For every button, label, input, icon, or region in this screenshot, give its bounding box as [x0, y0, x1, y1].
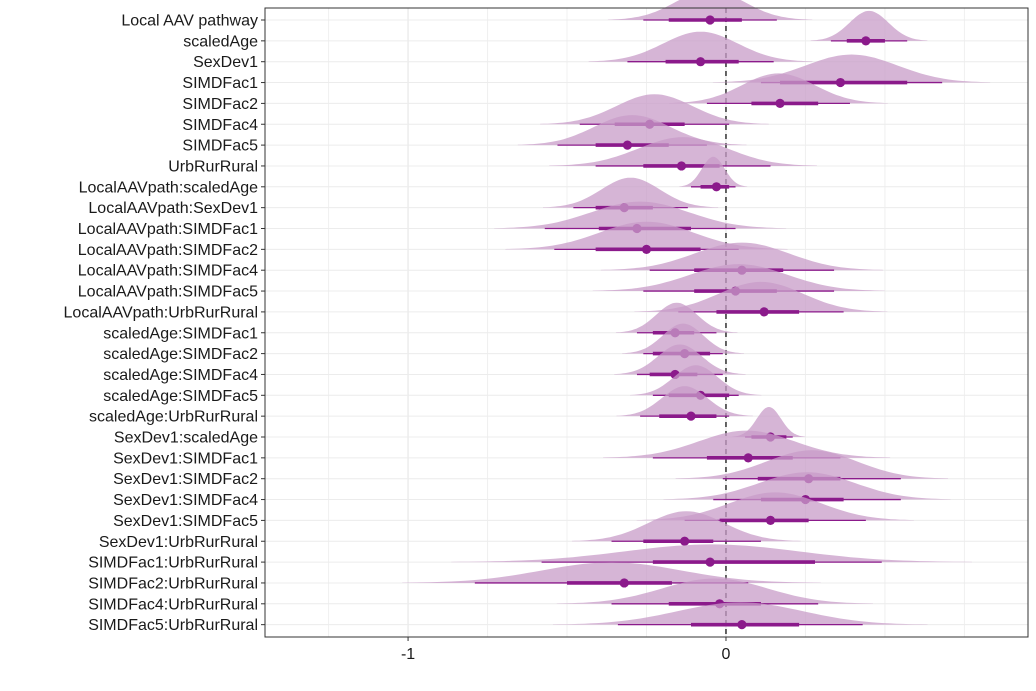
ridge-row	[679, 156, 748, 192]
density-ridge	[505, 221, 788, 250]
y-tick-label: SexDev1:UrbRurRural	[99, 534, 258, 551]
ridge-row	[810, 10, 928, 46]
y-tick-label: SIMDFac4:UrbRurRural	[88, 596, 258, 613]
y-axis-labels: Local AAV pathway scaledAge SexDev1 SIMDFac…	[64, 13, 265, 634]
density-ridge	[494, 201, 787, 229]
median-point	[759, 307, 769, 317]
y-tick-label: Local AAV pathway	[121, 13, 258, 30]
x-tick-label: 0	[722, 646, 731, 663]
y-tick-label: SIMDFac1:UrbRurRural	[88, 555, 258, 572]
density-ridge	[616, 386, 753, 417]
y-tick-label: LocalAAVpath:SexDev1	[88, 200, 258, 217]
ridge-row	[668, 73, 888, 108]
density-ridge	[588, 31, 813, 62]
median-point	[641, 244, 652, 254]
y-tick-label: UrbRurRural	[168, 158, 258, 175]
density-ridge	[630, 365, 762, 396]
density-ridge	[451, 544, 973, 563]
density-ridge	[549, 137, 817, 166]
density-ridge	[543, 177, 719, 208]
ridge-row	[451, 544, 973, 567]
x-tick-label: -1	[401, 646, 415, 663]
y-tick-label: SIMDFac1	[182, 75, 258, 92]
y-tick-label: SexDev1:SIMDFac4	[113, 492, 258, 509]
y-tick-label: LocalAAVpath:SIMDFac5	[78, 284, 258, 301]
y-tick-label: scaledAge	[183, 33, 258, 50]
y-tick-label: SexDev1:SIMDFac2	[113, 471, 258, 488]
y-tick-label: SexDev1:SIMDFac5	[113, 513, 258, 530]
panel-border	[264, 7, 1029, 638]
density-ridge	[600, 242, 883, 271]
median-point	[765, 515, 776, 526]
density-ridge	[679, 156, 748, 187]
y-tick-label: SIMDFac5	[182, 138, 258, 155]
median-point	[861, 36, 871, 46]
median-point	[705, 15, 715, 25]
y-tick-label: LocalAAVpath:UrbRurRural	[64, 304, 258, 321]
density-ridge	[552, 602, 928, 625]
density-ridge	[636, 492, 914, 521]
median-point	[711, 182, 722, 192]
median-point	[680, 536, 690, 546]
y-tick-label: SIMDFac2:UrbRurRural	[88, 575, 258, 592]
density-ridge	[668, 73, 888, 104]
median-point	[743, 453, 753, 463]
y-tick-label: scaledAge:UrbRurRural	[89, 409, 258, 426]
ridge-row	[636, 492, 914, 526]
density-ridge	[810, 10, 928, 41]
ridge-row	[634, 281, 888, 317]
density-ridge	[675, 450, 949, 479]
density-ridge	[732, 407, 806, 437]
density-ridge	[607, 0, 813, 20]
ridge-row	[552, 602, 928, 630]
median-point	[622, 140, 633, 150]
y-tick-label: SIMDFac2	[182, 96, 258, 113]
density-ridge	[622, 323, 744, 354]
median-point	[686, 411, 696, 421]
y-tick-label: LocalAAVpath:SIMDFac4	[78, 263, 258, 280]
y-tick-label: SIMDFac5:UrbRurRural	[88, 617, 258, 634]
y-tick-label: scaledAge:SIMDFac1	[103, 325, 258, 342]
y-tick-label: SIMDFac4	[182, 117, 258, 134]
density-ridge	[592, 264, 885, 292]
density-ridge	[402, 562, 821, 583]
ridge-row	[616, 386, 753, 421]
median-point	[705, 557, 715, 567]
density-ridge	[571, 511, 801, 542]
y-tick-label: LocalAAVpath:scaledAge	[79, 179, 258, 196]
median-point	[676, 161, 687, 171]
y-tick-label: SexDev1	[193, 54, 258, 71]
y-tick-label: scaledAge:SIMDFac4	[103, 367, 258, 384]
median-point	[775, 98, 785, 108]
y-tick-label: scaledAge:SIMDFac5	[103, 388, 258, 405]
density-ridge	[556, 578, 873, 604]
ridge-row	[588, 31, 813, 67]
ridge-row	[571, 511, 801, 546]
density-ridge	[663, 472, 951, 500]
ridge-series	[402, 0, 991, 630]
ridge-row	[607, 0, 813, 25]
median-point	[737, 620, 747, 630]
y-tick-label: SexDev1:SIMDFac1	[113, 450, 258, 467]
density-ridge	[614, 344, 746, 375]
x-axis: -1 0	[401, 637, 731, 663]
y-tick-label: SexDev1:scaledAge	[114, 430, 258, 447]
density-ridge	[634, 281, 888, 312]
median-point	[835, 77, 846, 88]
y-tick-label: LocalAAVpath:SIMDFac1	[78, 221, 258, 238]
median-point	[619, 578, 629, 588]
density-ridge	[540, 94, 769, 125]
density-ridge	[615, 302, 738, 333]
y-tick-label: LocalAAVpath:SIMDFac2	[78, 242, 258, 259]
median-point	[695, 57, 706, 67]
y-tick-label: scaledAge:SIMDFac2	[103, 346, 258, 363]
